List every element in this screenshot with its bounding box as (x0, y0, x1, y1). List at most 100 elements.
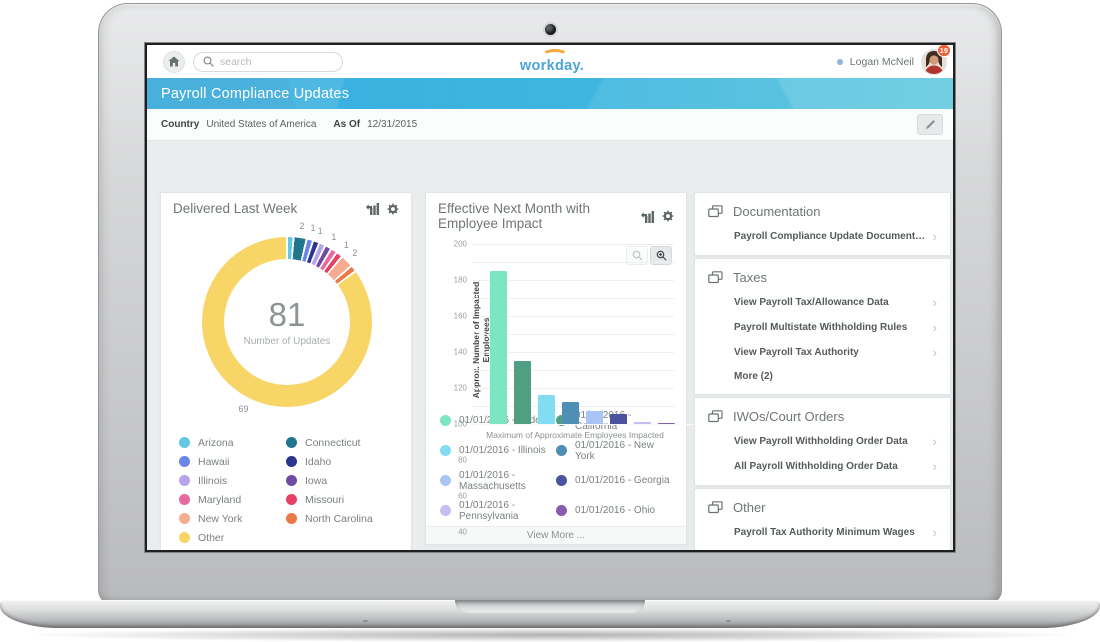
donut-center-label: Number of Updates (243, 336, 331, 348)
dashboard-content: Delivered Last Week (147, 141, 953, 552)
chevron-right-icon: › (932, 459, 937, 474)
donut-segment-value: 2 (352, 247, 358, 258)
related-links-panel: Documentation Payroll Compliance Update D… (694, 192, 951, 552)
mini-chart-icon[interactable] (366, 203, 379, 216)
donut-view-more[interactable]: View More ... (161, 551, 411, 552)
gridline: 40 (458, 387, 674, 536)
gridline: 160 (454, 279, 674, 320)
bar-ohio[interactable] (658, 422, 675, 424)
link-item[interactable]: View Payroll Tax Authority › (708, 340, 937, 365)
base-screw-icon (363, 620, 368, 622)
legend-label: 01/01/2016 - California (575, 409, 632, 432)
search-box[interactable] (193, 51, 343, 72)
screen: workday. Logan McNeil 19 Payroll Complia… (145, 43, 955, 552)
y-tick-label: 160 (453, 311, 467, 321)
legend-item: 01/01/2016 - California (556, 410, 672, 432)
legend-dot-icon (556, 505, 567, 517)
chevron-right-icon: › (933, 551, 937, 552)
filter-bar: Country United States of America As Of 1… (147, 109, 953, 141)
delivered-last-week-card: Delivered Last Week (160, 192, 412, 552)
section-title: Documentation (733, 204, 821, 219)
country-value: United States of America (206, 119, 317, 130)
notification-badge[interactable]: 19 (936, 45, 951, 57)
bar-new-york[interactable] (562, 402, 579, 424)
legend-item: Arizona (179, 437, 286, 449)
legend-dot-icon (556, 415, 567, 427)
gear-icon[interactable] (386, 203, 399, 216)
gridline: 140 (454, 297, 674, 356)
gridline: 200 (454, 239, 674, 248)
legend-label: Missouri (305, 493, 345, 506)
legend-item: 01/01/2016 - Pennsylvania (440, 500, 556, 522)
donut-card-title: Delivered Last Week (173, 201, 298, 216)
link-item[interactable]: View Payroll Withholding Order Data › (708, 429, 937, 454)
bar-federal[interactable] (490, 270, 507, 424)
chevron-right-icon: › (932, 229, 937, 244)
y-tick-label: 200 (453, 239, 467, 249)
donut-segment-value: 1 (331, 231, 337, 242)
donut-chart: 81 Number of Updates 2 1 1 1 1 2 69 (161, 221, 411, 433)
bar-pennsylvania[interactable] (634, 421, 651, 424)
presence-dot-icon (836, 58, 843, 65)
link-item[interactable]: Payroll Multistate Withholding Rules › (708, 315, 937, 340)
bar-illinois[interactable] (538, 394, 555, 424)
legend-dot-icon (179, 456, 190, 468)
user-area[interactable]: Logan McNeil 19 (836, 45, 951, 75)
as-of-label: As Of (333, 119, 361, 130)
donut-ring[interactable]: 81 Number of Updates (202, 236, 372, 407)
legend-dot-icon (286, 456, 297, 468)
legend-label: Hawaii (198, 455, 230, 468)
link-label: View Payroll Withholding Order Data (734, 436, 908, 447)
zoom-out-button[interactable] (626, 245, 648, 265)
link-item[interactable]: All Payroll Tax Authority Minimum Wages› (708, 545, 937, 552)
legend-item: Illinois (179, 475, 286, 487)
workday-logo-text: workday. (519, 58, 585, 74)
link-item[interactable]: More (2) (708, 365, 937, 388)
bar-card-title: Effective Next Month with Employee Impac… (438, 201, 591, 231)
legend-dot-icon (179, 532, 190, 544)
bar-view-more[interactable]: View More ... (426, 525, 686, 544)
legend-dot-icon (556, 475, 567, 487)
link-item[interactable]: All Payroll Withholding Order Data › (708, 454, 937, 479)
donut-segment-value: 69 (238, 403, 249, 414)
legend-label: 01/01/2016 - Pennsylvania (459, 499, 519, 522)
legend-label: Idaho (305, 455, 332, 468)
legend-label: Arizona (198, 436, 234, 449)
zoom-in-button[interactable] (650, 245, 672, 265)
legend-label: Illinois (198, 474, 228, 487)
link-item[interactable]: Payroll Tax Authority Minimum Wages › (708, 520, 937, 545)
bar-massachusetts[interactable] (586, 411, 603, 424)
search-input[interactable] (220, 55, 330, 68)
gridline: 180 (454, 261, 674, 284)
legend-label: New York (198, 512, 243, 525)
legend-label: 01/01/2016 - Ohio (575, 505, 656, 517)
gridline: 100 (454, 333, 674, 428)
base-screw-icon (726, 620, 731, 622)
legend-dot-icon (286, 437, 297, 449)
legend-dot-icon (179, 475, 190, 487)
legend-item: 01/01/2016 - Georgia (556, 470, 672, 492)
page-header: Payroll Compliance Updates (147, 78, 953, 109)
page-title: Payroll Compliance Updates (161, 85, 350, 102)
legend-item: North Carolina (286, 513, 393, 525)
mini-chart-icon[interactable] (641, 210, 654, 223)
link-label: Payroll Compliance Update Documentation (734, 231, 933, 242)
gear-icon[interactable] (661, 210, 674, 223)
link-item[interactable]: View Payroll Tax/Allowance Data › (708, 290, 937, 315)
section-iwos-court-orders: IWOs/Court Orders View Payroll Withholdin… (694, 397, 951, 486)
edit-filters-button[interactable] (917, 114, 943, 135)
link-item[interactable]: Payroll Compliance Update Documentation › (708, 224, 937, 249)
legend-label: 01/01/2016 - New York (575, 439, 654, 462)
link-label: View Payroll Tax/Allowance Data (734, 297, 889, 308)
section-title: Taxes (733, 270, 767, 285)
webcam-icon (545, 24, 556, 35)
link-label: More (2) (734, 371, 773, 382)
bar-chart: Approx. Number of Impacted Employees 02 (432, 238, 953, 536)
bar-california[interactable] (514, 360, 531, 424)
bar-georgia[interactable] (610, 413, 627, 424)
stacked-cards-icon (708, 410, 723, 423)
home-button[interactable] (163, 50, 185, 73)
legend-item: Maryland (179, 494, 286, 506)
legend-item: New York (179, 513, 286, 525)
legend-label: Maryland (198, 493, 242, 506)
